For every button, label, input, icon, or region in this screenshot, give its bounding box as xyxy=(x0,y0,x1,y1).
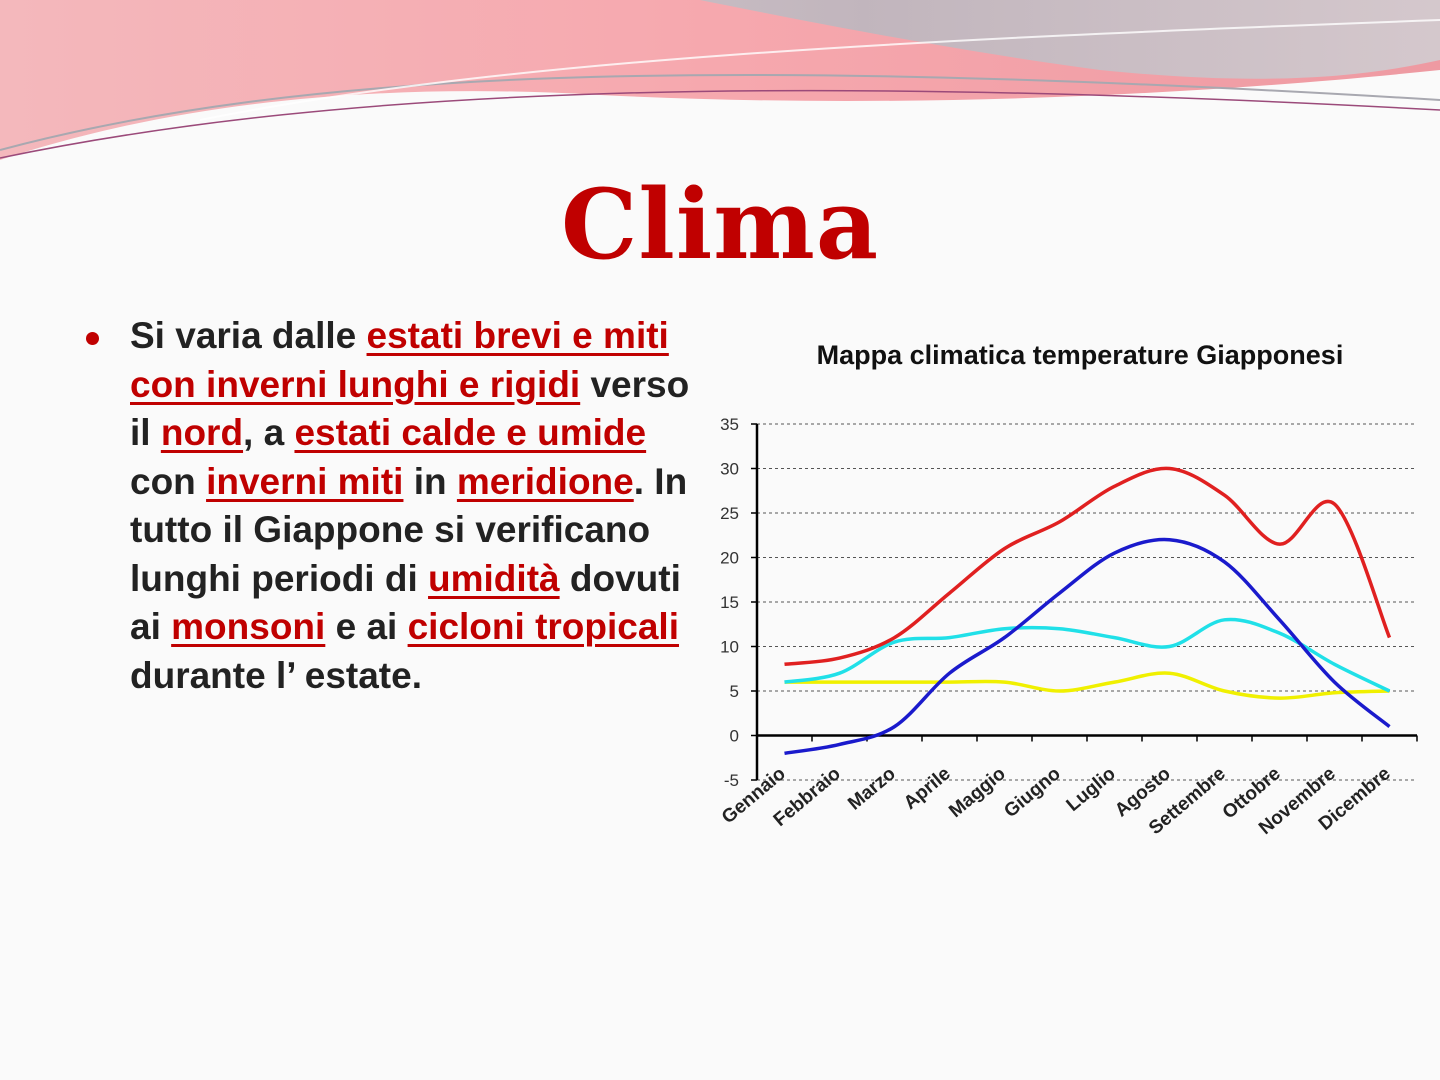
chart-title: Mappa climatica temperature Giapponesi xyxy=(817,340,1344,370)
header-banner-decoration xyxy=(0,0,1440,160)
text-segment: con xyxy=(130,460,207,502)
text-segment: Si varia dalle xyxy=(130,315,367,356)
y-tick-label: 10 xyxy=(720,638,739,657)
x-tick-label: Luglio xyxy=(1063,763,1120,816)
y-tick-label: 15 xyxy=(720,593,739,612)
highlighted-term: meridione xyxy=(456,460,634,502)
text-segment: e ai xyxy=(325,606,408,647)
y-tick-label: 5 xyxy=(730,682,739,701)
highlighted-term: cicloni tropicali xyxy=(407,606,679,647)
y-tick-label: 35 xyxy=(720,415,739,434)
highlighted-term: monsoni xyxy=(171,606,326,647)
text-segment: in xyxy=(403,460,457,502)
temperature-chart: Mappa climatica temperature Giapponesi -5… xyxy=(718,340,1418,839)
bullet-paragraph: Si varia dalle estati brevi e miti con i… xyxy=(130,312,700,700)
y-tick-label: 0 xyxy=(730,727,739,746)
bullet-dot-icon xyxy=(86,332,99,345)
x-tick-label: Maggio xyxy=(945,763,1009,822)
highlighted-term: inverni miti xyxy=(206,460,404,502)
highlighted-term: nord xyxy=(160,412,244,453)
y-tick-label: 25 xyxy=(720,504,739,523)
series-line xyxy=(784,617,1391,693)
slide-title: Clima xyxy=(560,168,880,281)
text-segment: verso il xyxy=(130,363,690,454)
highlighted-term: umidità xyxy=(428,557,560,599)
series-line xyxy=(784,671,1390,700)
x-tick-label: Giugno xyxy=(1000,763,1064,822)
y-tick-label: 30 xyxy=(720,460,739,479)
text-segment: . In tutto il Giappone si verificano lun… xyxy=(130,460,688,599)
x-tick-label: Marzo xyxy=(844,763,900,814)
text-segment: dovuti ai xyxy=(130,557,681,648)
y-tick-label: -5 xyxy=(724,771,739,790)
text-segment: , a xyxy=(243,412,295,453)
text-segment: durante l’ estate. xyxy=(130,654,422,696)
series-line xyxy=(784,466,1392,667)
series-line xyxy=(784,537,1391,756)
highlighted-term: estati brevi e miti con inverni lunghi e… xyxy=(130,315,669,405)
y-tick-label: 20 xyxy=(720,549,739,568)
highlighted-term: estati calde e umide xyxy=(294,412,647,453)
